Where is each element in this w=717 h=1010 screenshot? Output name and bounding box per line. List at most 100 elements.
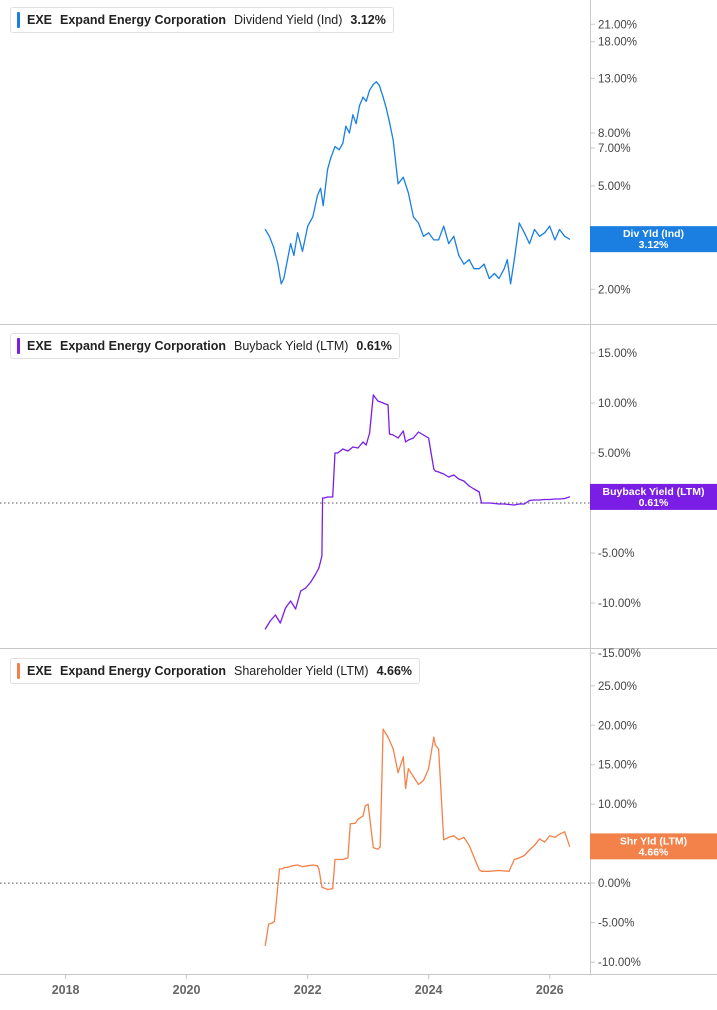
- data-point: [453, 835, 455, 837]
- legend-buyback-yield: EXE Expand Energy Corporation Buyback Yi…: [10, 333, 400, 359]
- data-point: [463, 480, 465, 482]
- x-tick-label: 2022: [294, 983, 322, 997]
- data-point: [342, 448, 344, 450]
- data-point: [506, 259, 508, 261]
- data-point: [539, 838, 541, 840]
- data-point: [276, 892, 278, 894]
- data-point: [300, 590, 302, 592]
- data-point: [357, 447, 359, 449]
- data-point: [295, 608, 297, 610]
- badge-value: 0.61%: [639, 497, 669, 509]
- data-point: [407, 192, 409, 194]
- data-point: [402, 430, 404, 432]
- data-point: [348, 132, 350, 134]
- data-point: [564, 831, 566, 833]
- legend-company: Expand Energy Corporation: [60, 13, 227, 27]
- data-point: [312, 864, 314, 866]
- data-point: [355, 123, 357, 125]
- data-point: [322, 497, 324, 499]
- data-point: [297, 232, 299, 234]
- data-point: [518, 857, 520, 859]
- legend-company: Expand Energy Corporation: [60, 664, 227, 678]
- data-point: [307, 865, 309, 867]
- data-point: [382, 728, 384, 730]
- y-tick-label: 10.00%: [598, 398, 637, 410]
- series-line: [264, 728, 571, 946]
- data-point: [433, 468, 435, 470]
- data-point: [539, 499, 541, 501]
- data-point: [305, 587, 307, 589]
- data-point: [558, 228, 561, 231]
- y-tick-label: 15.00%: [598, 348, 637, 360]
- legend-dividend-yield: EXE Expand Energy Corporation Dividend Y…: [10, 7, 394, 33]
- data-point: [378, 84, 380, 87]
- data-point: [327, 888, 329, 891]
- data-point: [569, 845, 571, 848]
- data-point: [493, 502, 495, 505]
- data-point: [290, 600, 292, 602]
- y-tick-label: 15.00%: [598, 760, 637, 772]
- y-tick-label: 25.00%: [598, 681, 637, 693]
- data-point: [438, 748, 440, 750]
- data-point: [312, 216, 314, 218]
- data-point: [438, 471, 440, 473]
- data-point: [480, 870, 483, 872]
- legend-metric: Buyback Yield (LTM): [234, 339, 349, 353]
- data-point: [291, 865, 293, 867]
- y-tick-label: 0.00%: [598, 878, 631, 890]
- y-tick-label: 5.00%: [598, 448, 631, 460]
- data-point: [357, 818, 359, 820]
- y-tick-label: 18.00%: [598, 37, 637, 49]
- badge-value: 3.12%: [639, 239, 669, 251]
- data-point: [523, 854, 526, 857]
- legend-ticker: EXE: [27, 339, 53, 353]
- data-point: [433, 736, 435, 738]
- data-point: [544, 232, 546, 234]
- data-point: [513, 504, 515, 506]
- data-point: [268, 235, 270, 237]
- data-point: [558, 498, 561, 500]
- data-point: [528, 849, 531, 851]
- data-point: [558, 833, 561, 835]
- data-point: [321, 886, 323, 888]
- data-point: [428, 232, 430, 234]
- data-point: [392, 139, 394, 141]
- data-point: [272, 922, 274, 924]
- data-point: [397, 183, 399, 185]
- badge-label: Buyback Yield (LTM): [603, 486, 705, 498]
- data-point: [388, 121, 391, 123]
- data-point: [463, 836, 465, 839]
- data-point: [286, 259, 289, 261]
- data-point: [422, 235, 425, 237]
- data-point: [274, 614, 276, 616]
- legend-shareholder-yield: EXE Expand Energy Corporation Shareholde…: [10, 658, 421, 684]
- data-point: [347, 857, 349, 859]
- legend-color-bar: [17, 338, 20, 354]
- data-point: [334, 145, 336, 148]
- data-point: [417, 783, 420, 786]
- data-point: [407, 439, 409, 441]
- data-point: [434, 744, 436, 746]
- data-point: [433, 239, 435, 241]
- data-point: [268, 923, 270, 925]
- y-tick-label: 7.00%: [598, 143, 631, 155]
- data-point: [549, 225, 551, 227]
- legend-metric: Dividend Yield (Ind): [234, 13, 343, 27]
- legend-value: 0.61%: [356, 339, 392, 353]
- data-point: [412, 437, 414, 439]
- data-point: [488, 277, 490, 280]
- data-point: [318, 567, 320, 569]
- data-point: [321, 555, 323, 557]
- data-point: [377, 400, 379, 402]
- x-tick-label: 2026: [536, 983, 564, 997]
- y-tick-label: -15.00%: [598, 648, 641, 660]
- data-point: [564, 497, 566, 500]
- y-tick-label: -5.00%: [598, 918, 634, 930]
- data-point: [352, 114, 354, 116]
- data-point: [316, 865, 319, 867]
- data-point: [483, 263, 485, 265]
- data-point: [279, 622, 281, 624]
- data-point: [448, 476, 450, 478]
